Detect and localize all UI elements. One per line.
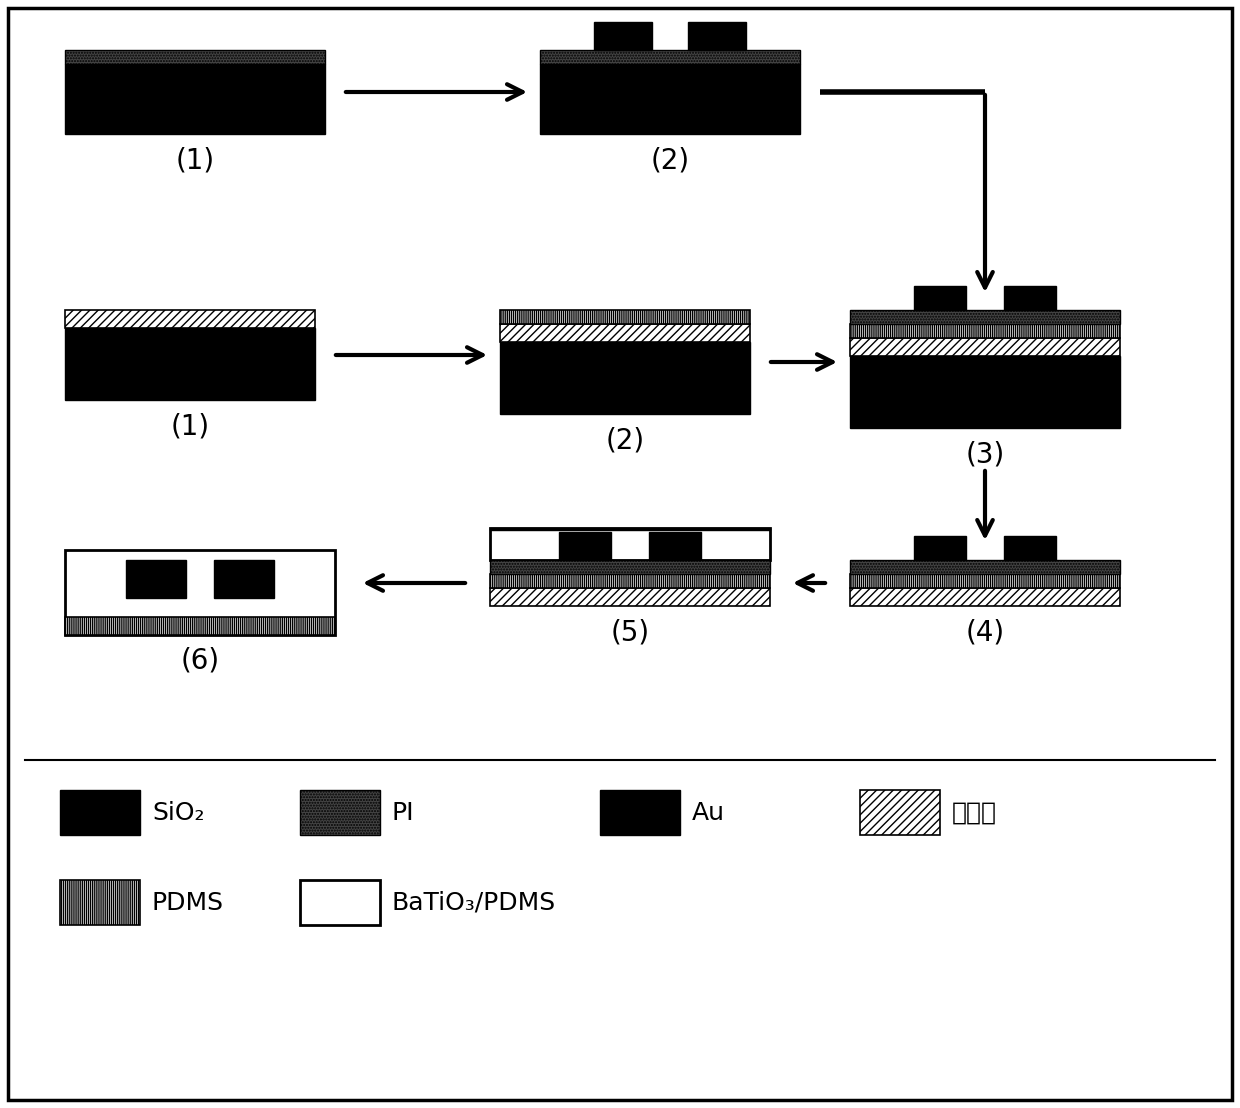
Text: PDMS: PDMS: [153, 891, 224, 914]
Text: SiO₂: SiO₂: [153, 800, 205, 824]
Bar: [500, 342, 750, 414]
Text: PI: PI: [392, 800, 414, 824]
Bar: [688, 22, 746, 50]
Bar: [849, 356, 1120, 428]
Text: (6): (6): [181, 647, 219, 675]
Bar: [64, 617, 335, 635]
Bar: [60, 880, 140, 925]
Bar: [849, 574, 1120, 588]
Bar: [559, 532, 611, 560]
Bar: [600, 790, 680, 835]
Bar: [490, 574, 770, 588]
Bar: [300, 790, 379, 835]
Bar: [64, 328, 315, 400]
Text: (5): (5): [610, 618, 650, 646]
Bar: [64, 64, 325, 134]
Text: (1): (1): [170, 412, 210, 440]
Bar: [490, 560, 770, 574]
Text: (4): (4): [966, 618, 1004, 646]
Bar: [849, 324, 1120, 338]
Bar: [64, 50, 325, 64]
Bar: [1004, 536, 1056, 560]
Text: (1): (1): [175, 146, 215, 174]
Text: Au: Au: [692, 800, 725, 824]
Bar: [490, 529, 770, 560]
Text: BaTiO₃/PDMS: BaTiO₃/PDMS: [392, 891, 556, 914]
Bar: [914, 286, 966, 310]
Bar: [300, 880, 379, 925]
Bar: [490, 529, 770, 530]
Bar: [490, 588, 770, 606]
Bar: [500, 310, 750, 324]
Text: 光刻胶: 光刻胶: [952, 800, 997, 824]
Bar: [539, 64, 800, 134]
Text: (3): (3): [966, 440, 1004, 468]
Bar: [60, 790, 140, 835]
Bar: [64, 550, 335, 635]
Bar: [849, 560, 1120, 574]
Bar: [849, 588, 1120, 606]
Bar: [215, 560, 274, 598]
Bar: [849, 310, 1120, 324]
Bar: [594, 22, 652, 50]
Bar: [539, 50, 800, 64]
Bar: [64, 310, 315, 328]
Bar: [914, 536, 966, 560]
Bar: [849, 338, 1120, 356]
Text: (2): (2): [605, 425, 645, 454]
Text: (2): (2): [651, 146, 689, 174]
Bar: [126, 560, 186, 598]
Bar: [1004, 286, 1056, 310]
Bar: [649, 532, 701, 560]
Bar: [861, 790, 940, 835]
Bar: [500, 324, 750, 342]
